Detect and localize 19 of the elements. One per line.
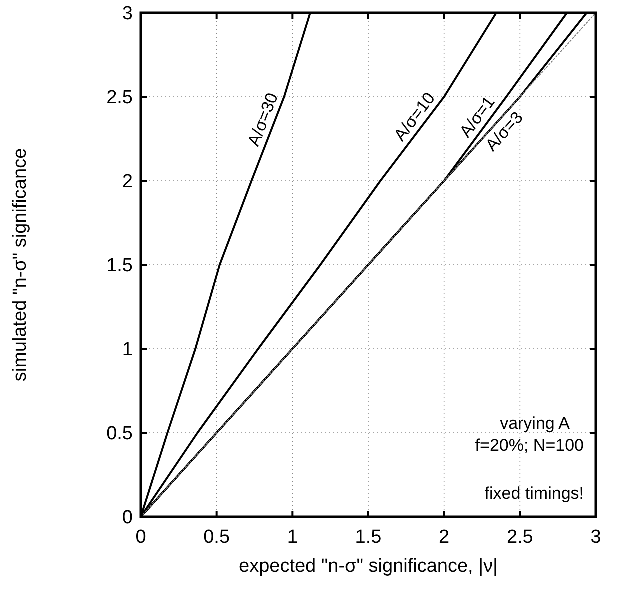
y-tick-label: 3 — [122, 4, 133, 25]
annotation: varying A f=20%; N=100 — [475, 414, 584, 455]
x-tick-label: 3 — [590, 527, 602, 548]
x-axis-title: expected "n-σ" significance, |ν| — [239, 556, 498, 577]
y-tick-label: 2 — [122, 172, 133, 193]
y-tick-label: 2.5 — [106, 88, 133, 109]
y-tick-label: 1.5 — [106, 256, 133, 277]
text: A/σ=30 — [244, 90, 282, 149]
annotation: fixed timings! — [484, 484, 584, 503]
x-tick-label: 2.5 — [506, 527, 534, 548]
x-tick-label: 0.5 — [204, 527, 230, 548]
x-tick-label: 0 — [136, 527, 146, 548]
y-axis-title: simulated "n-σ" significance — [10, 148, 31, 382]
x-tick-label: 1 — [287, 527, 298, 548]
y-tick-label: 0 — [122, 508, 133, 529]
x-tick-label: 2 — [439, 527, 450, 548]
x-tick-label: 1.5 — [355, 527, 382, 548]
y-tick-label: 0.5 — [106, 424, 133, 445]
y-tick-label: 1 — [122, 340, 133, 361]
